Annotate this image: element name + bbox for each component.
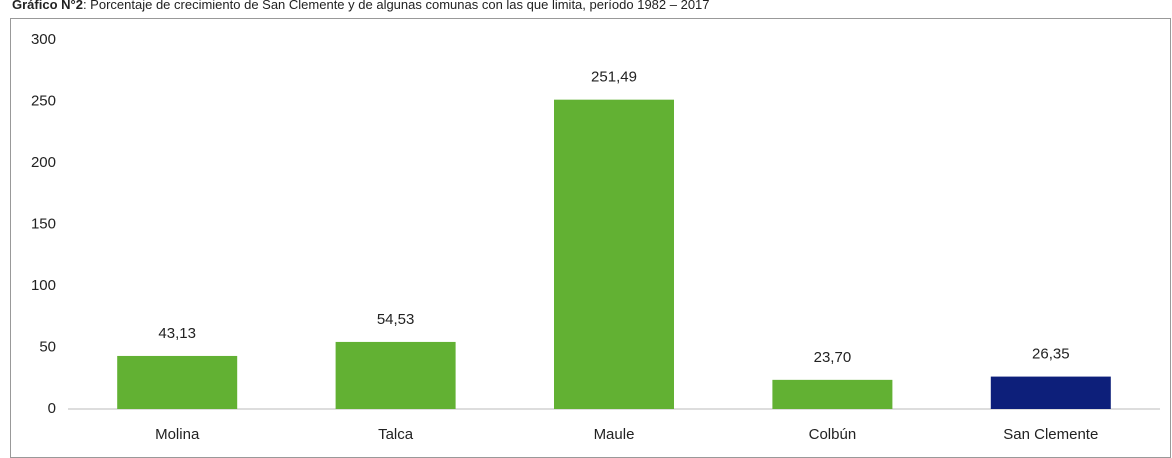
x-tick-label: San Clemente [1003,426,1098,443]
data-label: 54,53 [377,311,415,328]
data-label: 251,49 [591,69,637,86]
y-tick-label: 150 [31,215,56,232]
y-tick-label: 200 [31,154,56,171]
y-tick-label: 50 [39,338,56,355]
x-tick-label: Maule [594,426,635,443]
data-label: 43,13 [158,325,196,342]
x-tick-label: Molina [155,426,200,443]
bar [554,99,674,409]
y-tick-label: 250 [31,92,56,109]
bar [772,379,893,409]
y-tick-label: 300 [31,31,56,48]
title-label: Gráfico N°2 [12,0,83,12]
data-label: 26,35 [1032,346,1070,363]
x-tick-label: Colbún [809,426,857,443]
chart-title: Gráfico N°2: Porcentaje de crecimiento d… [12,0,710,12]
x-tick-label: Talca [378,426,414,443]
title-text: : Porcentaje de crecimiento de San Cleme… [83,0,710,12]
data-label: 23,70 [814,349,852,366]
bar [335,341,456,409]
y-tick-label: 100 [31,277,56,294]
y-tick-label: 0 [48,400,56,417]
bar [990,376,1111,409]
bar [117,355,238,409]
